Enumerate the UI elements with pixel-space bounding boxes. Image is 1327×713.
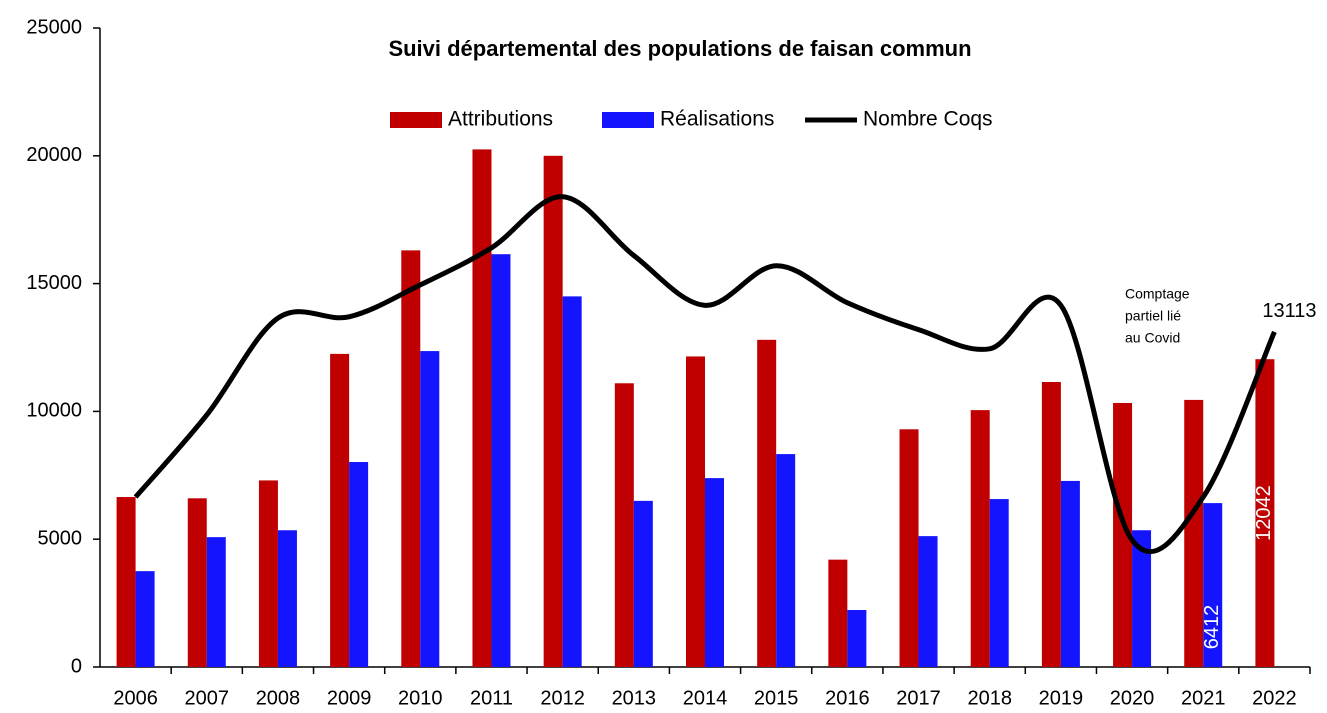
y-tick-label: 10000 <box>26 400 82 422</box>
data-label: 12042 <box>1253 485 1275 541</box>
bar <box>918 536 938 667</box>
bar <box>472 149 492 667</box>
x-tick-label: 2008 <box>256 687 301 709</box>
x-tick-label: 2017 <box>896 687 941 709</box>
bar <box>135 571 155 667</box>
bar <box>847 610 867 667</box>
x-tick-label: 2015 <box>754 687 799 709</box>
y-tick-label: 15000 <box>26 272 82 294</box>
x-tick-label: 2019 <box>1039 687 1084 709</box>
bar <box>543 155 563 668</box>
bar <box>349 462 369 667</box>
x-tick-label: 2010 <box>398 687 443 709</box>
line <box>133 194 1277 555</box>
bar <box>277 530 297 667</box>
annotation: Comptage <box>1125 286 1190 302</box>
bar <box>989 499 1009 667</box>
bar <box>1113 402 1133 667</box>
y-tick-label: 5000 <box>38 527 83 549</box>
x-tick-label: 2016 <box>825 687 870 709</box>
bar <box>562 296 582 667</box>
bar <box>420 351 440 667</box>
x-tick-label: 2021 <box>1181 687 1226 709</box>
bar <box>330 353 350 667</box>
legend-label: Attributions <box>448 108 553 131</box>
bar <box>1255 359 1275 667</box>
x-tick-label: 2007 <box>185 687 230 709</box>
bar <box>633 500 653 667</box>
bar <box>757 339 777 667</box>
bar <box>401 250 421 667</box>
y-tick-label: 25000 <box>26 16 82 38</box>
bar <box>116 497 136 667</box>
bar <box>828 559 848 667</box>
legend-label: Nombre Coqs <box>863 108 993 131</box>
bar <box>491 254 511 667</box>
x-tick-label: 2014 <box>683 687 728 709</box>
bar <box>1060 480 1080 667</box>
x-tick-label: 2020 <box>1110 687 1155 709</box>
bar <box>686 356 705 667</box>
annotation: partiel lié <box>1125 308 1181 324</box>
bar <box>899 429 919 667</box>
x-tick-label: 2009 <box>327 687 372 709</box>
x-tick-label: 2013 <box>612 687 657 709</box>
annotation: au Covid <box>1125 330 1180 346</box>
legend-swatch <box>602 112 654 128</box>
x-tick-label: 2022 <box>1252 687 1297 709</box>
x-tick-label: 2011 <box>470 687 513 709</box>
chart-title: Suivi départemental des populations de f… <box>388 36 971 61</box>
legend-swatch <box>390 112 442 128</box>
bar <box>776 454 796 667</box>
x-tick-label: 2006 <box>113 687 158 709</box>
bar <box>614 383 634 667</box>
legend-label: Réalisations <box>660 108 774 131</box>
data-label: 13113 <box>1262 300 1316 322</box>
bar <box>206 537 226 667</box>
bar <box>258 480 278 667</box>
x-tick-label: 2018 <box>967 687 1012 709</box>
bar <box>1132 530 1152 667</box>
bar <box>705 478 724 667</box>
y-tick-label: 0 <box>71 655 82 677</box>
data-label: 6412 <box>1201 605 1223 650</box>
bar <box>970 410 990 667</box>
bar <box>187 498 207 667</box>
x-tick-label: 2012 <box>540 687 585 709</box>
y-tick-label: 20000 <box>26 144 82 166</box>
bar <box>1041 382 1061 667</box>
bar <box>1203 503 1223 667</box>
bar <box>1184 399 1204 667</box>
